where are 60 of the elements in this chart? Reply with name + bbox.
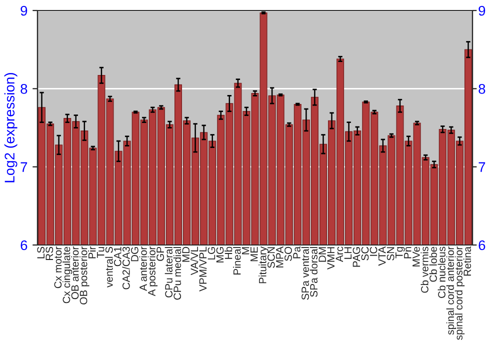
x-tick-label: VMH (327, 247, 334, 270)
x-tick-label: Cb vermis (420, 246, 428, 293)
x-tick-label: VTA (378, 246, 386, 266)
x-tick-label: spinal cord anterior (446, 246, 456, 335)
x-tick-label: A anterior (139, 246, 147, 291)
y2-tick-label: 7 (478, 162, 486, 172)
x-tick-label: M (242, 247, 250, 254)
x-tick-label: LH (344, 247, 352, 259)
x-tick-label: Retina (463, 246, 472, 276)
x-tick-label: Tu (97, 247, 104, 258)
x-tick-label: Tg (396, 247, 405, 258)
x-tick-label: CA2/CA3 (122, 246, 130, 290)
x-tick-label: spinal cord posterior (454, 246, 465, 340)
x-tick-label: GP (156, 246, 164, 261)
x-tick-label: Arc (336, 246, 344, 262)
x-tick-label: Pn (404, 247, 412, 258)
x-tick-label: SCN (267, 247, 275, 268)
x-tick-label: VPM/VPL (198, 246, 207, 292)
x-tick-label: ME (250, 246, 258, 262)
x-tick-label: Cb lobe (429, 246, 437, 282)
y-axis-title: Log2 (expression) (4, 73, 18, 182)
x-tick-label: DG (131, 247, 138, 262)
x-tick-label: SN (386, 247, 394, 260)
x-tick-label: Cb nucleus (438, 246, 446, 298)
x-tick-label: RS (46, 246, 54, 260)
x-tick-label: CPu medial (173, 247, 182, 300)
x-tick-label: Cx cingulate (62, 246, 72, 304)
x-tick-label: Pir (88, 246, 96, 258)
x-tick-label: LG (208, 247, 216, 260)
x-tick-label: VA/VL (190, 246, 198, 276)
x-tick-label: LS (37, 246, 45, 258)
x-tick-label: Pa (293, 246, 300, 258)
x-tick-label: MPA (276, 246, 284, 268)
x-tick-label: CPu lateral (164, 247, 172, 298)
x-tick-label: DM (318, 247, 326, 262)
y2-tick-label: 6 (478, 240, 486, 250)
y-tick-label: 9 (20, 6, 28, 16)
x-tick-label: IC (370, 246, 378, 256)
x-tick-label: MG (216, 247, 224, 262)
x-tick-label: SPa dorsal (310, 247, 318, 297)
x-tick-label: SPa ventral (301, 247, 309, 300)
x-tick-label: PAG (352, 247, 360, 267)
x-tick-label: MVe (412, 246, 420, 266)
y-tick-label: 6 (20, 240, 28, 250)
y-tick-label: 7 (20, 162, 28, 172)
x-tick-label: Cx motor (54, 246, 62, 288)
x-tick-label: Pituitary (258, 246, 268, 284)
x-tick-label: Hb (224, 246, 232, 259)
y-tick-label: 8 (20, 84, 28, 94)
x-tick-label: SO (284, 246, 292, 261)
y2-tick-label: 8 (478, 84, 486, 94)
x-tick-label: OB posterior (80, 246, 90, 304)
x-tick-label: OB anterior (71, 246, 79, 300)
x-tick-label: CA1 (114, 246, 122, 266)
x-tick-label: Pineal (233, 247, 241, 274)
x-tick-label: SC (361, 246, 369, 260)
x-tick-label: A posterior (148, 246, 158, 296)
y2-tick-label: 9 (478, 6, 486, 16)
x-tick-label: MD (182, 246, 190, 262)
x-tick-label: ventral S (105, 246, 113, 288)
